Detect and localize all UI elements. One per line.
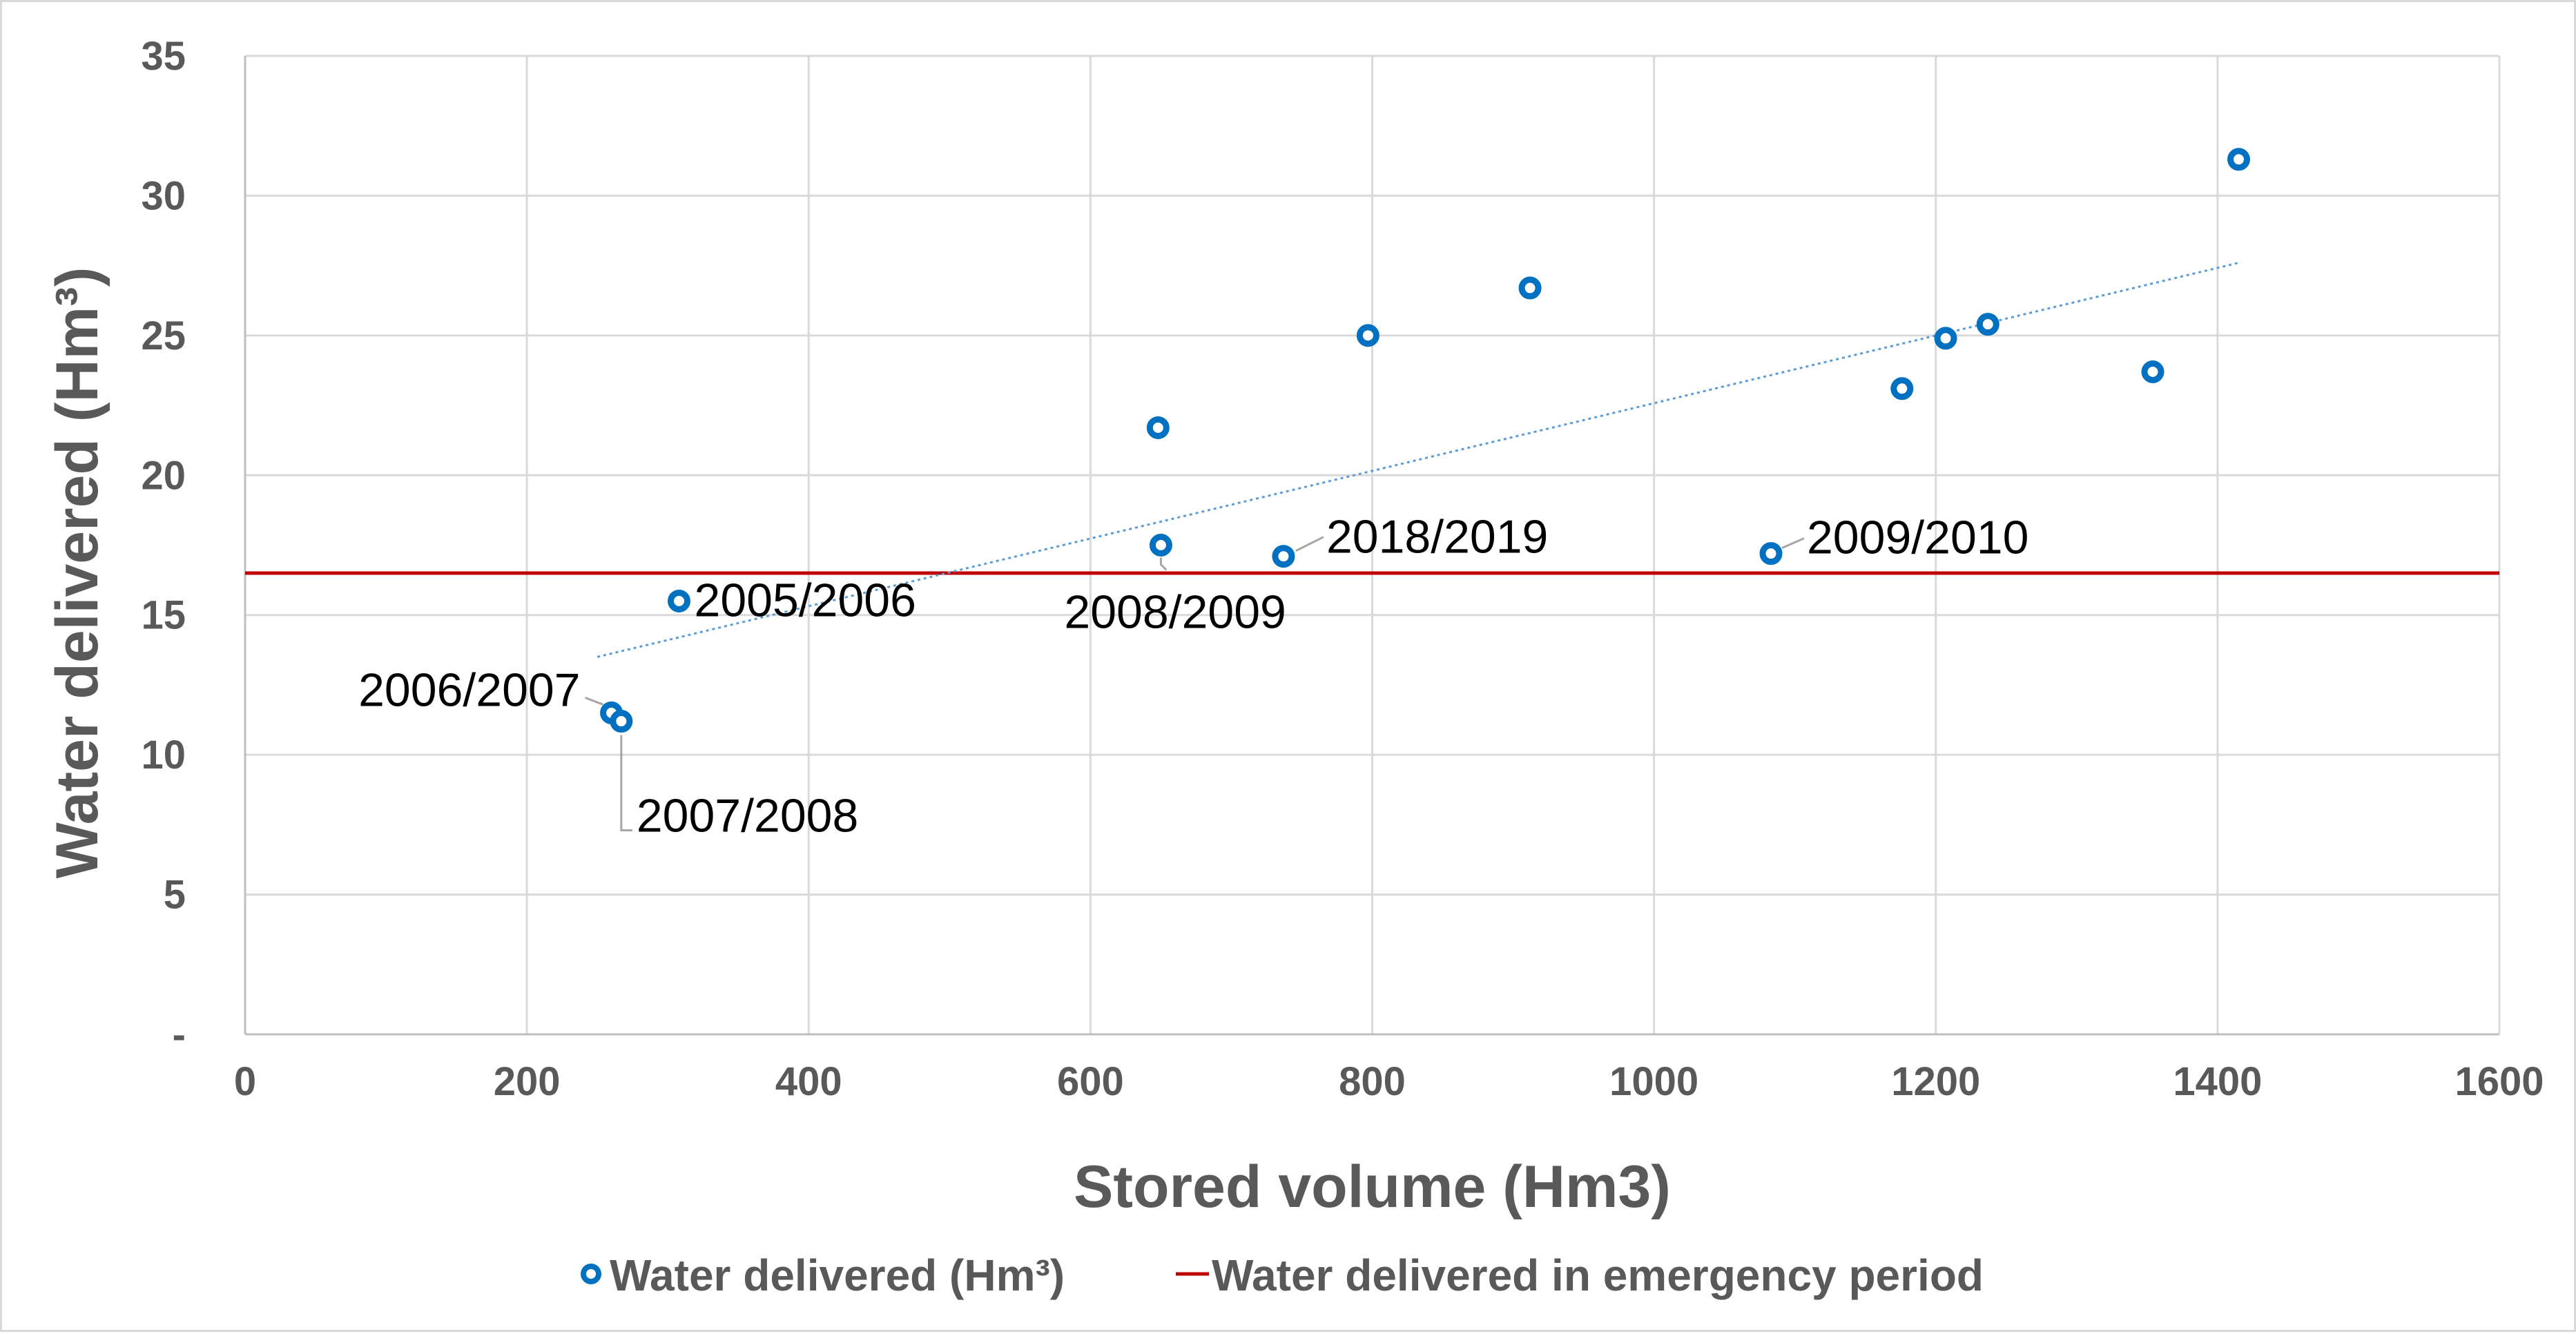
label-leader-line [620,735,632,832]
label-leader-line [585,697,604,706]
legend-label-scatter: Water delivered (Hm³) [610,1250,1065,1300]
y-tick-label: 25 [141,313,186,358]
data-point [1272,545,1295,568]
x-tick-label: 0 [234,1059,256,1104]
data-point [1976,313,1999,336]
y-tick-label: - [173,1012,186,1057]
data-point [610,710,633,733]
point-label: 2008/2009 [1064,586,1286,639]
y-tick-label: 35 [141,34,186,79]
x-tick-label: 400 [775,1059,842,1104]
data-point [2141,360,2165,383]
data-point [1518,276,1542,300]
data-point [1890,377,1914,400]
label-leader-line [1159,557,1168,571]
label-leader-line [1295,536,1324,552]
legend-marker-scatter [581,1264,601,1284]
y-tick-label: 15 [141,593,186,638]
data-point [1356,324,1379,347]
trendline [597,262,2239,658]
point-label: 2007/2008 [637,790,858,842]
point-label: 2005/2006 [695,574,916,626]
x-tick-label: 600 [1057,1059,1124,1104]
y-tick-label: 5 [164,873,186,918]
data-point [1934,327,1957,350]
data-point [1759,542,1783,566]
x-tick-label: 1600 [2454,1059,2544,1104]
x-tick-label: 200 [494,1059,561,1104]
point-label: 2018/2019 [1326,511,1548,563]
x-axis-title: Stored volume (Hm3) [1074,1154,1671,1220]
label-leader-line [1781,537,1805,550]
x-tick-label: 1200 [1891,1059,1980,1104]
legend-label-emergency: Water delivered in emergency period [1212,1250,1984,1300]
y-tick-label: 10 [141,733,186,777]
y-axis-title: Water delivered (Hm³) [44,267,110,879]
data-point [668,589,691,612]
point-label: 2006/2007 [358,664,580,716]
y-tick-label: 30 [141,173,186,218]
y-tick-label: 20 [141,453,186,498]
data-point [2227,148,2250,171]
data-point [1149,534,1172,557]
x-tick-label: 1400 [2173,1059,2262,1104]
data-point [1146,416,1170,439]
point-label: 2009/2010 [1807,512,2028,564]
x-tick-label: 1000 [1609,1059,1698,1104]
x-tick-label: 800 [1339,1059,1406,1104]
